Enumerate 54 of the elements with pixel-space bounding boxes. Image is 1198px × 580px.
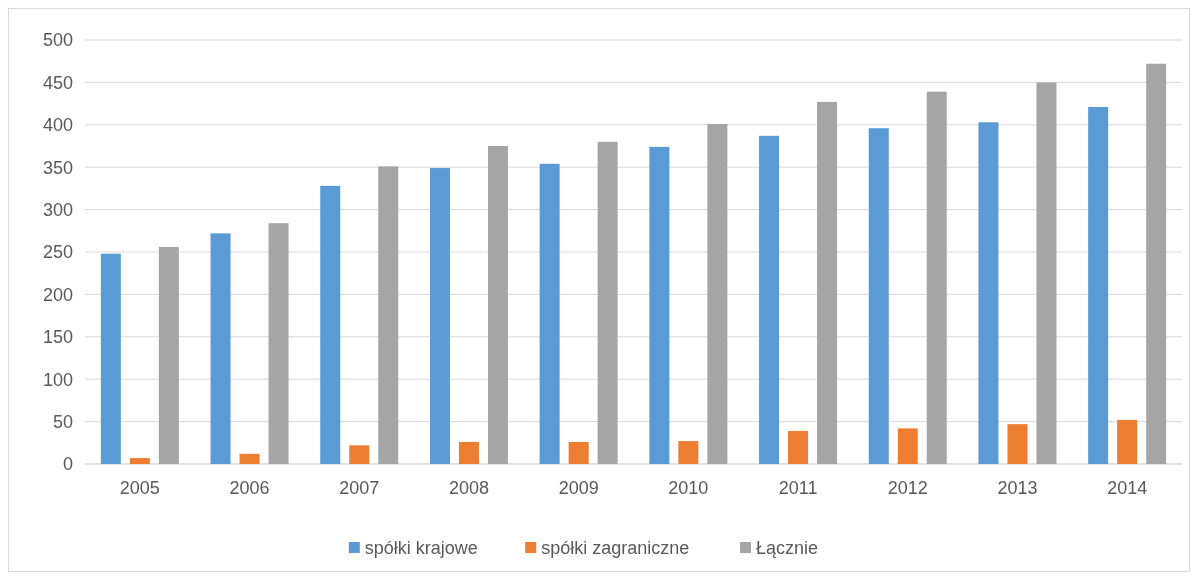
bar [268, 223, 289, 464]
bar [100, 253, 121, 464]
bar [1146, 63, 1167, 464]
bar [897, 428, 918, 464]
bar [1036, 82, 1057, 464]
bar [678, 441, 699, 464]
x-tick-label: 2011 [778, 478, 818, 498]
legend-label: spółki zagraniczne [541, 538, 690, 559]
x-tick-label: 2010 [668, 478, 709, 498]
x-tick-label: 2006 [229, 478, 270, 498]
y-tick-label: 300 [42, 199, 73, 220]
x-tick-label: 2007 [339, 478, 380, 498]
x-tick-label: 2014 [1107, 478, 1148, 498]
y-tick-label: 500 [42, 30, 73, 51]
legend-label: spółki krajowe [364, 538, 478, 559]
bar [210, 233, 231, 464]
x-tick-label: 2012 [887, 478, 928, 498]
y-tick-label: 400 [42, 115, 73, 136]
bar [429, 168, 450, 464]
bar [129, 458, 150, 464]
bar [868, 128, 889, 464]
bar [1088, 106, 1109, 464]
x-tick-label: 2005 [119, 478, 160, 498]
bar [458, 441, 479, 464]
bar [378, 166, 399, 464]
bar [568, 441, 589, 464]
bar [978, 122, 999, 464]
bar [320, 185, 341, 464]
bar [1117, 419, 1138, 464]
bar [539, 163, 560, 464]
y-tick-label: 100 [42, 369, 73, 390]
y-tick-label: 200 [42, 284, 73, 305]
legend-label: Łącznie [756, 538, 819, 559]
bar [349, 445, 370, 464]
bar [1007, 424, 1028, 464]
bar [707, 123, 728, 464]
bar [759, 135, 780, 464]
bar [788, 430, 809, 464]
bar [239, 453, 260, 464]
bar [649, 146, 670, 464]
y-tick-label: 250 [42, 242, 73, 263]
bar [926, 91, 947, 464]
y-tick-label: 450 [42, 72, 73, 93]
y-tick-label: 0 [62, 454, 73, 475]
y-tick-label: 350 [42, 157, 73, 178]
x-tick-label: 2013 [997, 478, 1038, 498]
bar [597, 141, 618, 464]
bar [158, 246, 179, 464]
bar [817, 101, 838, 464]
x-tick-label: 2009 [558, 478, 599, 498]
bar [487, 146, 508, 464]
y-tick-label: 150 [42, 327, 73, 348]
x-tick-label: 2008 [448, 478, 489, 498]
y-tick-label: 50 [52, 411, 73, 432]
